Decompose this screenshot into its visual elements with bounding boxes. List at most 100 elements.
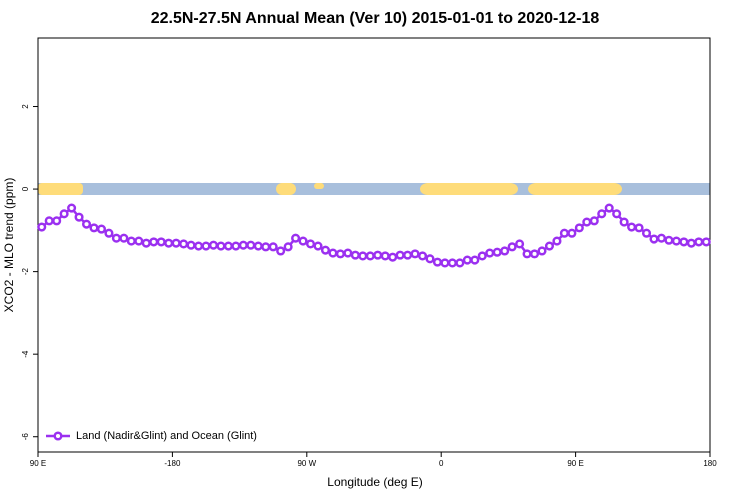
point — [544, 241, 555, 251]
y-tick-label: -2 — [21, 268, 30, 276]
x-tick-label: 0 — [439, 459, 444, 468]
point — [223, 241, 233, 251]
point — [253, 241, 263, 251]
land-ocean-strip — [38, 183, 710, 195]
x-axis-label: Longitude (deg E) — [327, 475, 422, 489]
point — [74, 212, 84, 222]
point — [67, 203, 77, 213]
x-tick-label: -180 — [164, 459, 181, 468]
y-axis-label: XCO2 - MLO trend (ppm) — [2, 178, 16, 313]
point — [320, 245, 331, 255]
point — [238, 240, 248, 250]
plot-frame — [37, 37, 711, 453]
point — [52, 216, 62, 226]
y-tick-label: 2 — [21, 104, 30, 109]
y-tick-label: 0 — [21, 186, 30, 191]
point — [156, 237, 166, 247]
point — [559, 228, 569, 238]
point — [291, 233, 301, 243]
point — [261, 242, 271, 252]
legend-label: Land (Nadir&Glint) and Ocean (Glint) — [76, 430, 257, 442]
point — [164, 238, 174, 248]
point — [582, 217, 592, 227]
point — [59, 209, 69, 219]
point — [134, 236, 144, 246]
point — [395, 250, 405, 260]
point — [201, 241, 211, 251]
point — [350, 250, 360, 260]
point — [477, 251, 487, 261]
point — [313, 241, 323, 251]
point — [403, 250, 413, 260]
point — [96, 224, 107, 234]
x-tick-label: 90 E — [30, 459, 46, 468]
legend-marker — [53, 431, 63, 441]
point — [37, 222, 47, 232]
chart-title: 22.5N-27.5N Annual Mean (Ver 10) 2015-01… — [151, 10, 600, 27]
point — [104, 228, 114, 238]
point — [485, 248, 495, 258]
point — [440, 258, 450, 268]
point — [552, 236, 562, 246]
point — [373, 250, 383, 260]
point — [89, 223, 99, 233]
point — [447, 258, 457, 268]
point — [283, 242, 293, 252]
y-tick-label: -6 — [21, 433, 30, 441]
point — [246, 240, 256, 250]
point — [619, 217, 629, 227]
point — [612, 209, 622, 219]
point — [679, 237, 689, 247]
point — [388, 252, 398, 262]
point — [604, 203, 614, 213]
point — [656, 233, 667, 243]
y-tick-label: -4 — [21, 350, 30, 358]
point — [179, 239, 189, 249]
point — [515, 239, 525, 249]
point — [694, 237, 704, 247]
point — [500, 246, 510, 256]
point — [380, 251, 390, 261]
x-tick-label: 90 W — [297, 459, 316, 468]
point — [634, 223, 644, 233]
point — [522, 249, 532, 259]
point — [358, 251, 368, 261]
point — [567, 228, 577, 238]
point — [529, 249, 540, 259]
x-tick-label: 180 — [703, 459, 717, 468]
point — [81, 219, 92, 229]
point — [432, 257, 443, 267]
point — [462, 255, 472, 265]
point — [664, 235, 674, 245]
point — [365, 251, 375, 261]
point — [193, 241, 204, 251]
point — [231, 241, 241, 251]
point — [126, 236, 136, 246]
point — [470, 255, 480, 265]
point — [410, 249, 420, 259]
point — [305, 239, 316, 249]
point — [268, 242, 278, 252]
point — [455, 258, 465, 268]
point — [701, 237, 711, 247]
point — [343, 248, 353, 258]
point — [328, 248, 338, 258]
point — [589, 216, 599, 226]
point — [641, 228, 652, 238]
point — [425, 254, 435, 264]
point — [507, 242, 517, 252]
point — [417, 251, 428, 261]
point — [298, 236, 308, 246]
point — [276, 246, 286, 256]
point — [44, 216, 54, 226]
point — [537, 246, 547, 256]
x-tick-label: 90 E — [567, 459, 583, 468]
point — [597, 209, 607, 219]
point — [671, 236, 681, 246]
point — [649, 234, 659, 244]
point — [627, 222, 637, 232]
point — [171, 238, 181, 248]
point — [216, 241, 226, 251]
point — [186, 240, 196, 250]
